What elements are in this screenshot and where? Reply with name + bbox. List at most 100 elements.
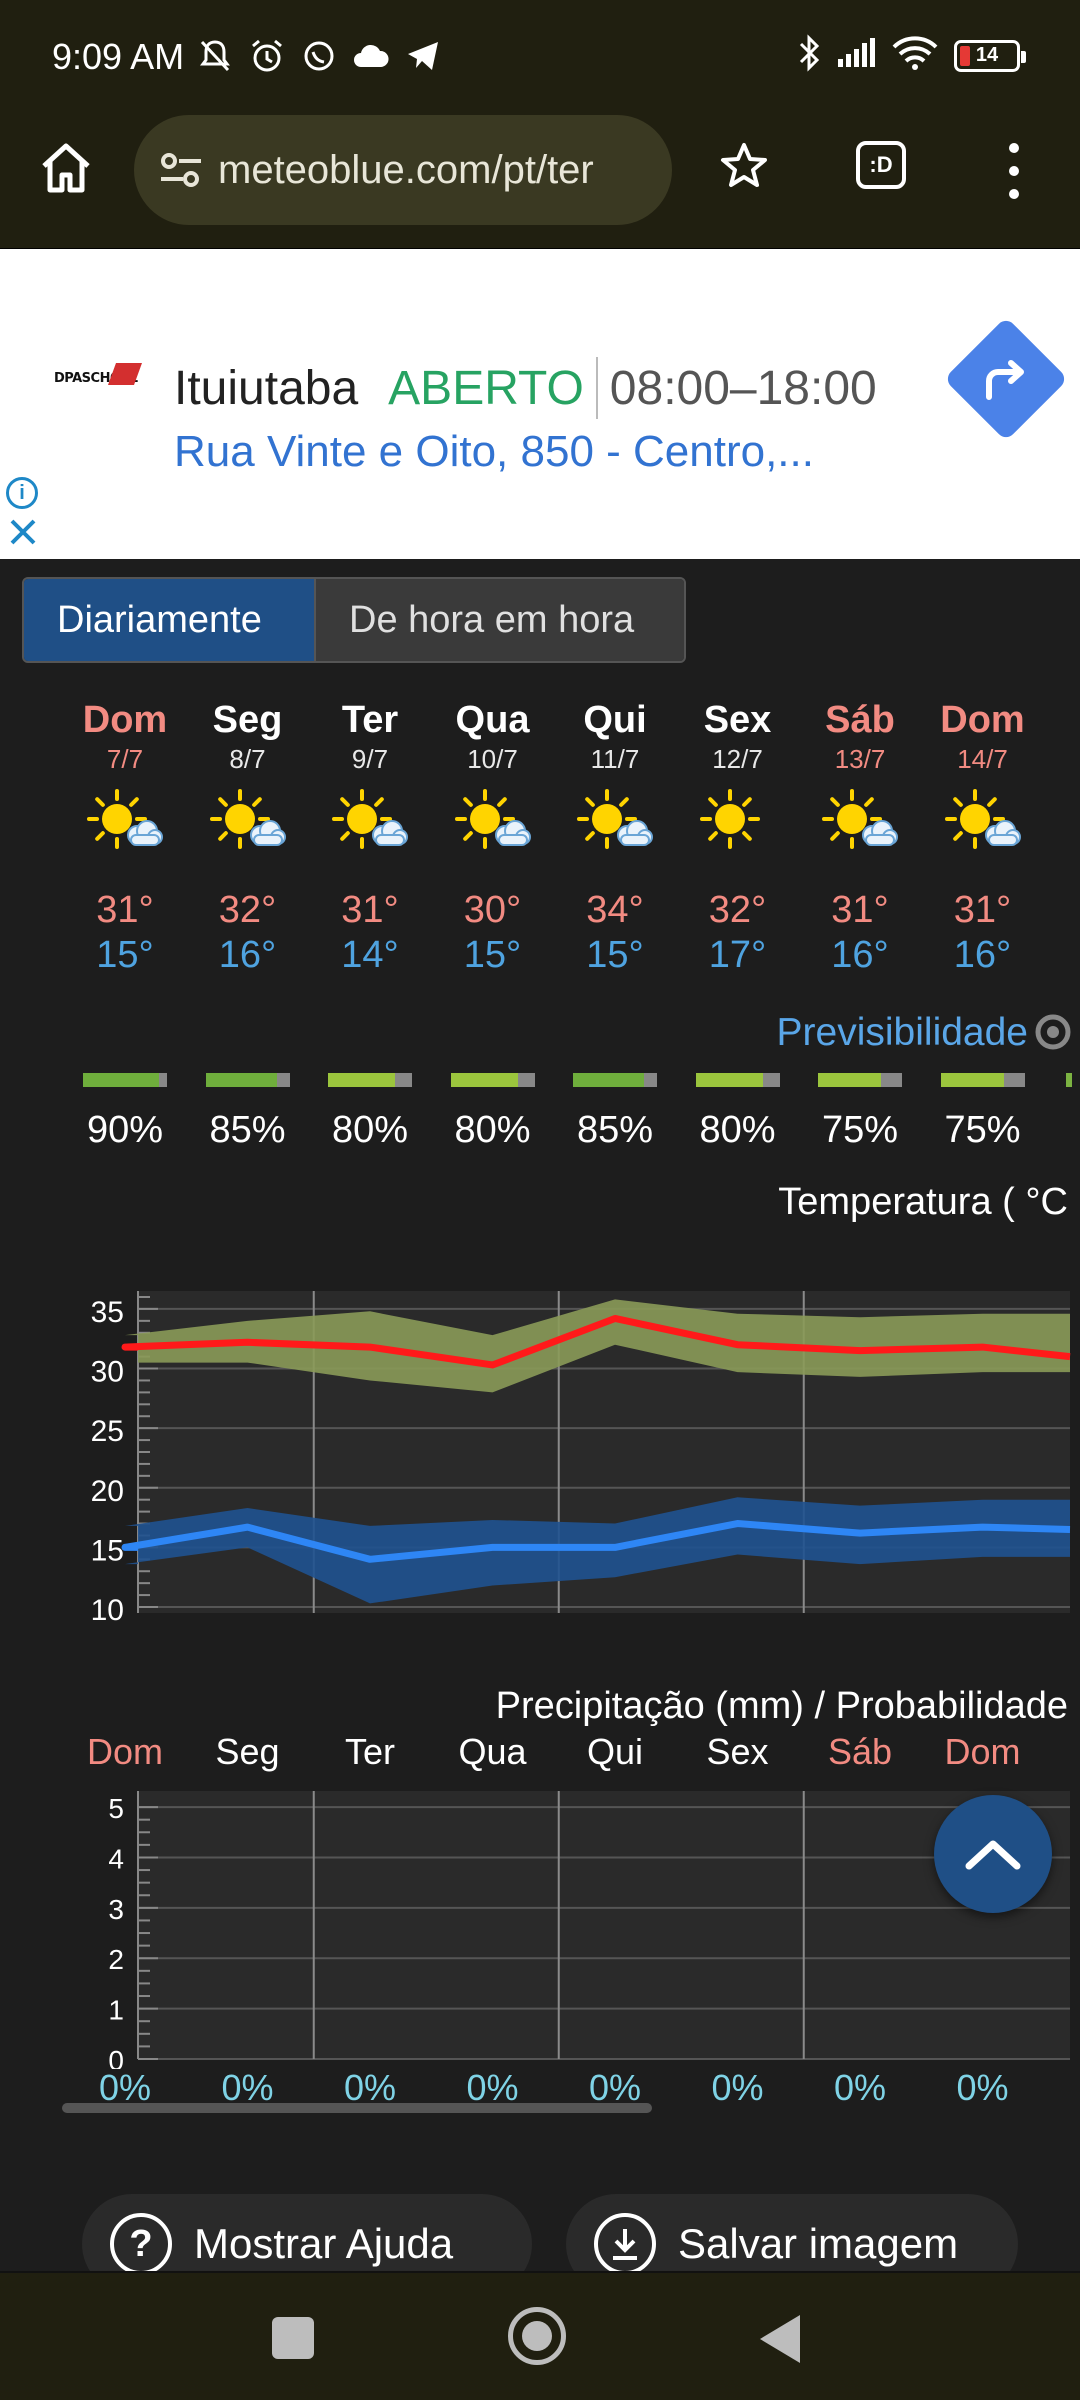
predictability-bar: [573, 1073, 657, 1087]
ad-address[interactable]: Rua Vinte e Oito, 850 - Centro,...: [174, 427, 814, 476]
ad-close-icon[interactable]: [6, 515, 40, 549]
y-tick-label: 3: [108, 1894, 124, 1925]
precip-probability: 0%: [588, 2067, 642, 2108]
min-temperature: 15°: [96, 934, 154, 976]
precip-day-label: Dom: [86, 1731, 163, 1772]
day-name: Sex: [703, 699, 772, 741]
url-text[interactable]: meteoblue.com/pt/ter: [218, 147, 594, 192]
horizontal-scrollbar[interactable]: [62, 2103, 652, 2113]
day-date: 12/7: [712, 744, 763, 774]
tabs-button[interactable]: :D: [856, 141, 906, 189]
url-bar[interactable]: meteoblue.com/pt/ter: [134, 115, 672, 225]
help-icon: ?: [110, 2213, 172, 2275]
sun-cloud-icon: [575, 789, 655, 859]
predictability-value: 90%: [86, 1109, 164, 1151]
day-date: 11/7: [590, 744, 640, 774]
temperature-range-band: [125, 1299, 1070, 1393]
y-tick-label: 25: [91, 1415, 124, 1448]
predictability-bar-partial: [1066, 1073, 1072, 1087]
min-temperature: 17°: [708, 934, 767, 976]
day-date: 13/7: [834, 744, 886, 774]
ad-open-status: ABERTO: [388, 361, 584, 415]
min-temperature: 14°: [341, 934, 399, 976]
y-tick-label: 10: [91, 1594, 124, 1627]
chevron-up-icon: [965, 1840, 1021, 1870]
tab-hourly[interactable]: De hora em hora: [314, 579, 684, 661]
bookmark-button[interactable]: [716, 137, 772, 193]
precip-day-label: Dom: [944, 1731, 1021, 1772]
ad-business-name: Ituiutaba: [174, 361, 359, 415]
day-column[interactable]: Sex 12/7 32° 17°: [678, 699, 798, 977]
precip-day-label: Qui: [586, 1731, 644, 1772]
site-settings-icon[interactable]: [156, 150, 206, 190]
max-temperature: 32°: [708, 889, 767, 931]
day-column[interactable]: Seg 8/7 32° 16°: [188, 699, 308, 977]
precipitation-chart: 5 4 3 2 1 0: [108, 1791, 1070, 2069]
predictability-value: 80%: [454, 1109, 531, 1151]
predictability-value: 80%: [331, 1109, 409, 1151]
precip-probability: 0%: [466, 2067, 519, 2108]
sun-cloud-icon: [208, 789, 288, 859]
predictability-bar: [83, 1073, 167, 1087]
predictability-bar: [328, 1073, 412, 1087]
bluetooth-icon: [798, 34, 820, 77]
day-column[interactable]: Qui 11/7 34° 15°: [555, 699, 675, 977]
precip-probability: 0%: [711, 2067, 764, 2108]
precip-probability: 0%: [956, 2067, 1009, 2108]
sun-cloud-icon: [453, 789, 533, 859]
predictability-info-icon[interactable]: [1034, 1011, 1072, 1053]
day-name: Dom: [940, 699, 1025, 741]
sun-cloud-icon: [85, 789, 165, 859]
min-temperature: 16°: [953, 934, 1012, 976]
predictability-bar: [695, 1073, 780, 1087]
predictability-title[interactable]: Previsibilidade: [776, 1011, 1028, 1054]
browser-menu-button[interactable]: [994, 143, 1034, 199]
min-temperature: 15°: [586, 934, 644, 976]
day-column[interactable]: Dom 14/7 31° 16°: [923, 699, 1043, 977]
y-tick-label: 35: [91, 1296, 124, 1329]
ad-info-icon[interactable]: i: [6, 477, 38, 509]
chart-plot-area: [138, 1791, 1070, 2059]
max-temperature: 31°: [953, 889, 1012, 931]
home-nav-button[interactable]: [508, 2307, 566, 2365]
day-name: Ter: [341, 699, 399, 741]
predictability-bar: [940, 1073, 1025, 1087]
y-tick-label: 15: [91, 1534, 124, 1567]
day-name: Seg: [212, 699, 283, 741]
back-button[interactable]: [760, 2315, 800, 2363]
max-temperature: 31°: [341, 889, 399, 931]
home-button[interactable]: [32, 135, 100, 201]
precip-probability: 0%: [343, 2067, 397, 2108]
day-date: 10/7: [467, 744, 518, 774]
precip-day-label: Qua: [458, 1731, 527, 1772]
bell-off-icon: [196, 36, 234, 76]
predictability-bar: [450, 1073, 535, 1087]
scroll-to-top-button[interactable]: [934, 1795, 1052, 1913]
predictability-bar: [205, 1073, 290, 1087]
cloud-icon: [352, 36, 390, 76]
wifi-icon: [892, 35, 938, 76]
day-column[interactable]: Sáb 13/7 31° 16°: [800, 699, 920, 977]
tab-daily[interactable]: Diariamente: [24, 579, 314, 661]
day-column[interactable]: Ter 9/7 31° 14°: [310, 699, 430, 977]
day-column[interactable]: Dom 7/7 31° 15°: [65, 699, 185, 977]
view-toggle: Diariamente De hora em hora: [22, 577, 686, 663]
predictability-value: 80%: [699, 1109, 776, 1151]
predictability-bar: [818, 1073, 902, 1087]
y-tick-label: 5: [108, 1793, 124, 1824]
y-tick-label: 4: [108, 1843, 124, 1874]
day-name: Qui: [583, 699, 647, 741]
precip-probability: 0%: [833, 2067, 887, 2108]
precip-day-label: Sex: [706, 1731, 769, 1772]
ad-separator: [595, 357, 598, 419]
day-column[interactable]: Qua 10/7 30° 15°: [433, 699, 553, 977]
day-date: 9/7: [351, 744, 389, 774]
precipitation-chart-title: Precipitação (mm) / Probabilidade: [495, 1685, 1068, 1727]
day-name: Dom: [82, 699, 168, 741]
directions-arrow-icon[interactable]: [962, 335, 1050, 423]
precip-day-label: Ter: [344, 1731, 395, 1772]
status-bar: 9:09 AM 14: [0, 0, 1080, 115]
recents-button[interactable]: [272, 2317, 314, 2359]
ad-banner[interactable]: DPASCHOAL Ituiutaba ABERTO 08:00–18:00 R…: [0, 249, 1080, 559]
y-tick-label: 30: [91, 1356, 124, 1389]
